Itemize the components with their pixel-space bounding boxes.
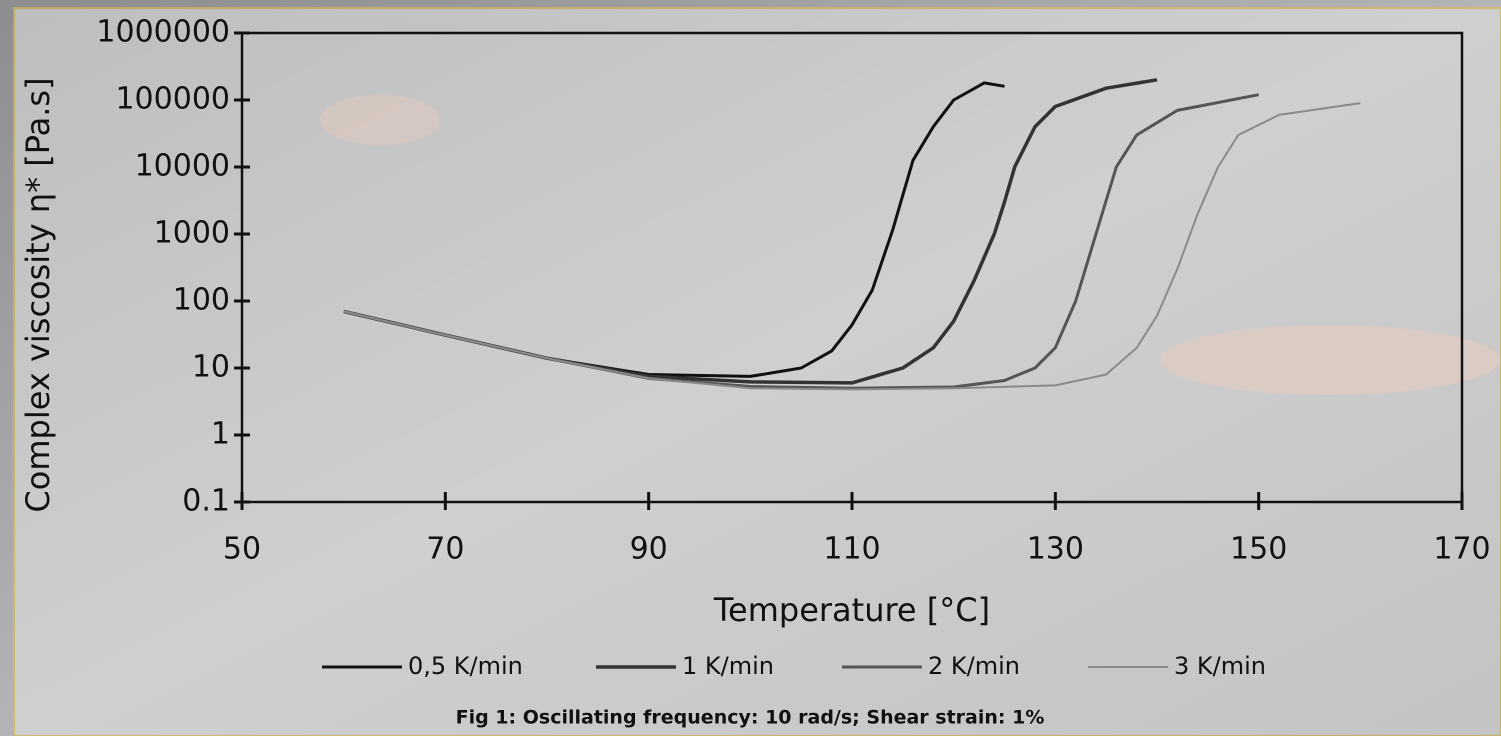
x-tick-label: 110 xyxy=(823,532,880,567)
legend-label: 1 K/min xyxy=(682,652,774,680)
y-tick-label: 10 xyxy=(192,350,230,385)
y-tick-label: 0.1 xyxy=(182,484,230,519)
caption: Fig 1: Oscillating frequency: 10 rad/s; … xyxy=(456,707,1045,729)
x-tick-label: 130 xyxy=(1027,532,1084,567)
y-tick-label: 10000 xyxy=(135,149,230,184)
y-tick-label: 1000 xyxy=(154,216,230,251)
y-tick-label: 1 xyxy=(211,417,230,452)
legend-label: 3 K/min xyxy=(1174,652,1266,680)
x-tick-label: 70 xyxy=(426,532,464,567)
x-tick-label: 50 xyxy=(223,532,261,567)
y-tick-label: 100 xyxy=(173,283,230,318)
x-tick-label: 90 xyxy=(630,532,668,567)
legend-label: 2 K/min xyxy=(928,652,1020,680)
x-tick-label: 150 xyxy=(1230,532,1287,567)
page: Complex viscosity η* [Pa.s] Temperature … xyxy=(0,0,1501,736)
chart: Complex viscosity η* [Pa.s] Temperature … xyxy=(0,0,1501,736)
y-axis-label: Complex viscosity η* [Pa.s] xyxy=(19,77,57,512)
x-tick-label: 170 xyxy=(1433,532,1490,567)
x-axis-label: Temperature [°C] xyxy=(713,591,990,629)
legend-label: 0,5 K/min xyxy=(408,652,523,680)
y-tick-label: 1000000 xyxy=(96,15,230,50)
y-tick-label: 100000 xyxy=(115,82,230,117)
